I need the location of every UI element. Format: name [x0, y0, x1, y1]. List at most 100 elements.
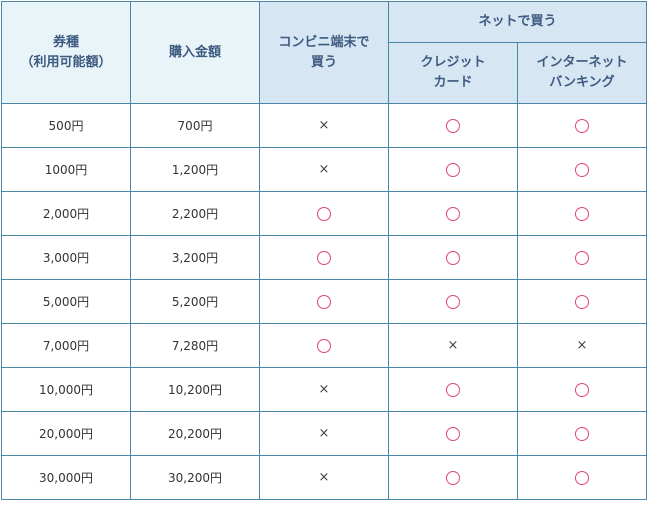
purchase-price-text: 30,200円	[168, 471, 222, 485]
credit-card-cell	[388, 411, 518, 456]
available-circle-icon	[575, 382, 589, 397]
purchase-price-text: 700円	[177, 119, 213, 133]
unavailable-cross-icon: ×	[318, 162, 330, 177]
available-circle-icon	[446, 470, 460, 485]
header-ticket-type-line2: （利用可能額）	[20, 54, 112, 70]
purchase-price-text: 7,280円	[171, 339, 219, 353]
table-row: 20,000円 20,200円 ×	[1, 411, 647, 456]
purchase-price-cell: 2,200円	[130, 191, 260, 236]
credit-card-cell	[388, 147, 518, 192]
available-circle-icon	[317, 250, 331, 265]
available-circle-icon	[446, 250, 460, 265]
internet-banking-cell	[517, 455, 647, 500]
unavailable-cross-icon: ×	[318, 382, 330, 397]
available-circle-icon	[446, 426, 460, 441]
available-circle-icon	[575, 470, 589, 485]
convenience-store-cell	[259, 323, 389, 368]
ticket-value-text: 10,000円	[39, 383, 93, 397]
convenience-store-cell: ×	[259, 411, 389, 456]
ticket-value-cell: 5,000円	[1, 279, 131, 324]
available-circle-icon	[575, 118, 589, 133]
available-circle-icon	[575, 250, 589, 265]
header-internet-banking-line2: バンキング	[549, 75, 615, 90]
convenience-store-cell: ×	[259, 367, 389, 412]
ticket-value-text: 1000円	[44, 163, 88, 177]
purchase-price-cell: 20,200円	[130, 411, 260, 456]
available-circle-icon	[446, 162, 460, 177]
credit-card-cell	[388, 279, 518, 324]
table-row: 2,000円 2,200円	[1, 191, 647, 236]
convenience-store-cell	[259, 235, 389, 280]
table-row: 5,000円 5,200円	[1, 279, 647, 324]
ticket-value-text: 500円	[48, 119, 84, 133]
credit-card-cell	[388, 191, 518, 236]
table-row: 500円 700円 ×	[1, 103, 647, 148]
available-circle-icon	[446, 382, 460, 397]
internet-banking-cell	[517, 191, 647, 236]
ticket-value-text: 20,000円	[39, 427, 93, 441]
table-row: 1000円 1,200円 ×	[1, 147, 647, 192]
unavailable-cross-icon: ×	[576, 338, 588, 353]
convenience-store-cell: ×	[259, 103, 389, 148]
header-ticket-type-line1: 券種	[52, 34, 79, 50]
purchase-price-text: 10,200円	[168, 383, 222, 397]
available-circle-icon	[317, 338, 331, 353]
credit-card-cell	[388, 367, 518, 412]
available-circle-icon	[446, 118, 460, 133]
ticket-value-text: 5,000円	[42, 295, 90, 309]
internet-banking-cell	[517, 279, 647, 324]
unavailable-cross-icon: ×	[447, 338, 459, 353]
internet-banking-cell	[517, 103, 647, 148]
convenience-store-cell	[259, 279, 389, 324]
ticket-value-text: 30,000円	[39, 471, 93, 485]
header-convenience-store: コンビニ端末で 買う	[259, 1, 389, 104]
purchase-price-cell: 1,200円	[130, 147, 260, 192]
ticket-value-text: 7,000円	[42, 339, 90, 353]
credit-card-cell: ×	[388, 323, 518, 368]
available-circle-icon	[575, 294, 589, 309]
purchase-price-text: 3,200円	[171, 251, 219, 265]
header-buy-online: ネットで買う	[388, 1, 647, 43]
header-convenience-store-line1: コンビニ端末で	[278, 34, 370, 50]
available-circle-icon	[575, 426, 589, 441]
ticket-value-cell: 10,000円	[1, 367, 131, 412]
convenience-store-cell: ×	[259, 147, 389, 192]
table-row: 7,000円 7,280円 × ×	[1, 323, 647, 368]
header-purchase-price: 購入金額	[130, 1, 260, 104]
available-circle-icon	[446, 294, 460, 309]
available-circle-icon	[446, 206, 460, 221]
ticket-value-cell: 20,000円	[1, 411, 131, 456]
header-credit-card: クレジット カード	[388, 42, 518, 104]
internet-banking-cell	[517, 411, 647, 456]
ticket-value-text: 3,000円	[42, 251, 90, 265]
ticket-value-cell: 7,000円	[1, 323, 131, 368]
ticket-value-text: 2,000円	[42, 207, 90, 221]
table-row: 30,000円 30,200円 ×	[1, 455, 647, 500]
table-row: 10,000円 10,200円 ×	[1, 367, 647, 412]
credit-card-cell	[388, 455, 518, 500]
purchase-price-cell: 3,200円	[130, 235, 260, 280]
purchase-price-text: 1,200円	[171, 163, 219, 177]
credit-card-cell	[388, 235, 518, 280]
internet-banking-cell	[517, 235, 647, 280]
purchase-options-table: 券種 （利用可能額） 購入金額 コンビニ端末で 買う ネットで買う クレジット …	[1, 1, 647, 500]
available-circle-icon	[575, 162, 589, 177]
header-credit-card-line1: クレジット	[420, 55, 486, 70]
header-internet-banking-line1: インターネット	[536, 55, 628, 70]
ticket-value-cell: 1000円	[1, 147, 131, 192]
internet-banking-cell	[517, 147, 647, 192]
header-credit-card-line2: カード	[433, 75, 473, 90]
available-circle-icon	[317, 294, 331, 309]
available-circle-icon	[575, 206, 589, 221]
ticket-value-cell: 3,000円	[1, 235, 131, 280]
ticket-value-cell: 500円	[1, 103, 131, 148]
available-circle-icon	[317, 206, 331, 221]
purchase-price-text: 2,200円	[171, 207, 219, 221]
convenience-store-cell: ×	[259, 455, 389, 500]
table-body: 500円 700円 × 1000円 1,200円 × 2,000円 2,200円 3,000円 3…	[1, 103, 647, 500]
table-row: 3,000円 3,200円	[1, 235, 647, 280]
purchase-price-text: 5,200円	[171, 295, 219, 309]
header-ticket-type: 券種 （利用可能額）	[1, 1, 131, 104]
credit-card-cell	[388, 103, 518, 148]
purchase-price-cell: 7,280円	[130, 323, 260, 368]
